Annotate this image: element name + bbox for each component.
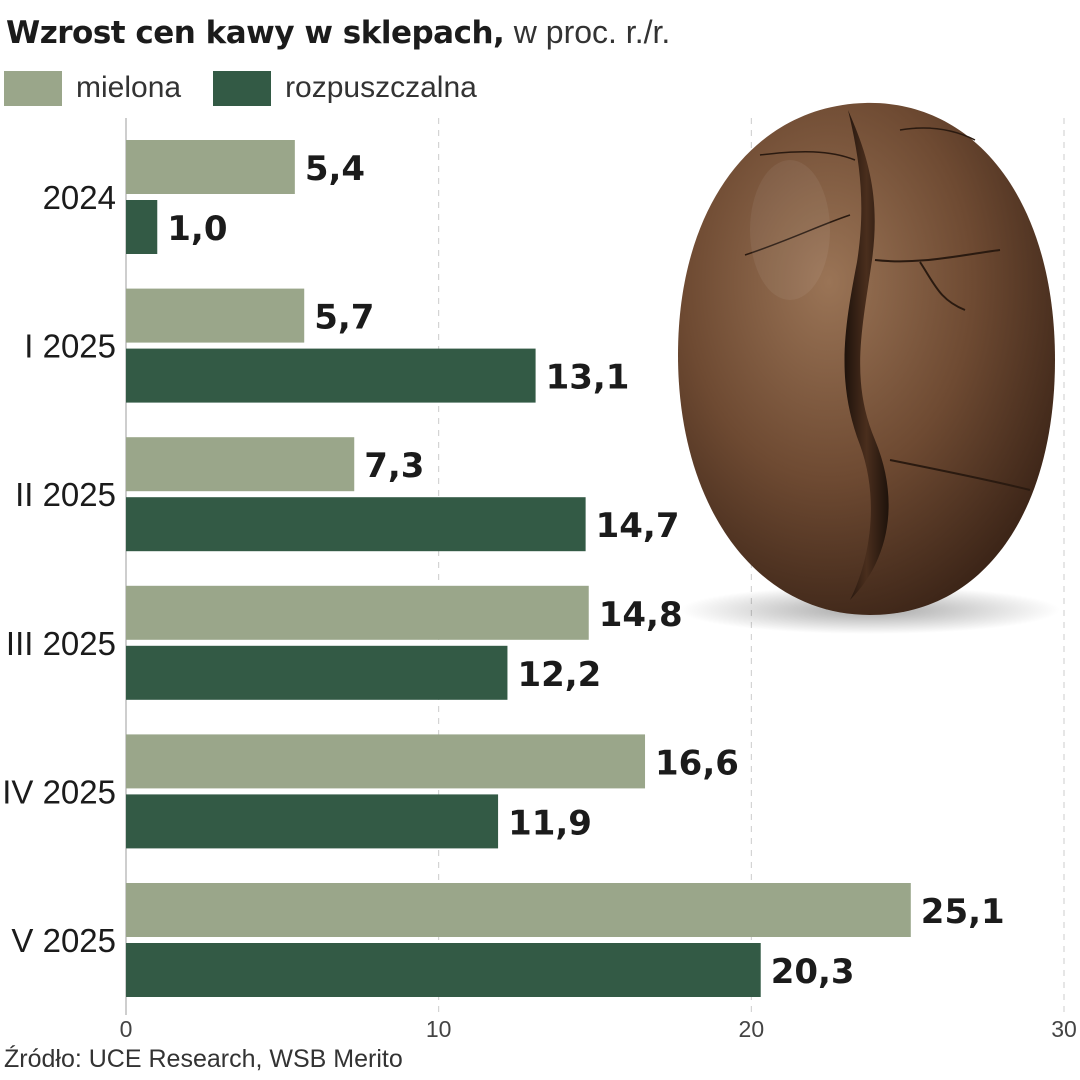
bar-rozpuszczalna-2: [126, 497, 586, 552]
bar-rozpuszczalna-0: [126, 200, 158, 254]
data-label-rozpuszczalna-3: 12,2: [517, 655, 601, 695]
data-label-mielona-0: 5,4: [305, 149, 365, 189]
category-label-1: I 2025: [24, 328, 116, 365]
category-label-4: IV 2025: [2, 773, 116, 810]
chart-title: Wzrost cen kawy w sklepach, w proc. r./r…: [6, 10, 670, 55]
source-note: Źródło: UCE Research, WSB Merito: [4, 1045, 403, 1073]
coffee-bean-crack-3: [889, 459, 1031, 491]
data-labels: 5,4 1,0 5,7 13,1 7,3 14,7 14,8 12,2 16,6 11,9 25,1…: [167, 149, 1004, 992]
category-label-3: III 2025: [6, 625, 116, 662]
chart-title-unit: w proc. r./r.: [513, 14, 671, 50]
data-label-mielona-1: 5,7: [314, 298, 374, 338]
category-label-2: II 2025: [15, 476, 116, 513]
coffee-bean-crack-2: [919, 261, 966, 311]
category-labels: 2024 I 2025 II 2025 III 2025 IV 2025 V 2025: [2, 179, 116, 959]
legend-label-mielona: mielona: [76, 71, 182, 104]
data-label-mielona-5: 25,1: [921, 892, 1005, 932]
x-tick-label-20: 20: [739, 1016, 765, 1042]
coffee-bean-crease: [844, 110, 889, 600]
bar-mielona-3: [126, 585, 589, 640]
coffee-bean-crack-6: [899, 127, 976, 141]
legend-item-rozpuszczalna: rozpuszczalna: [213, 70, 477, 106]
data-label-mielona-4: 16,6: [655, 743, 739, 783]
data-label-mielona-3: 14,8: [599, 595, 683, 635]
category-label-0: 2024: [43, 179, 116, 216]
x-tick-label-10: 10: [426, 1016, 452, 1042]
bar-mielona-4: [126, 734, 646, 789]
coffee-bean-crack-1: [874, 249, 1001, 263]
coffee-bean-body: [678, 102, 1055, 616]
data-label-mielona-2: 7,3: [364, 446, 424, 486]
legend-swatch-rozpuszczalna: [213, 70, 272, 106]
legend-swatch-mielona: [4, 70, 62, 106]
data-label-rozpuszczalna-1: 13,1: [546, 358, 630, 398]
legend-label-rozpuszczalna: rozpuszczalna: [285, 71, 477, 104]
legend: mielona rozpuszczalna: [4, 70, 509, 106]
bar-mielona-1: [126, 288, 305, 343]
bar-rozpuszczalna-1: [126, 348, 536, 403]
data-label-rozpuszczalna-5: 20,3: [771, 952, 855, 992]
category-label-5: V 2025: [11, 922, 116, 959]
coffee-bean-crack-5: [744, 214, 851, 256]
x-tick-label-30: 30: [1051, 1016, 1077, 1042]
bar-rozpuszczalna-3: [126, 645, 508, 700]
x-axis-ticks: 0 10 20 30: [120, 1016, 1077, 1042]
coffee-bean-image: [678, 102, 1060, 634]
legend-item-mielona: mielona: [4, 70, 182, 106]
data-label-rozpuszczalna-4: 11,9: [508, 803, 592, 843]
bar-mielona-5: [126, 883, 911, 937]
x-tick-label-0: 0: [120, 1016, 133, 1042]
coffee-bean-highlight: [750, 160, 830, 300]
bar-rozpuszczalna-4: [126, 794, 499, 849]
bar-mielona-0: [126, 140, 295, 194]
coffee-bean-crack-4: [759, 150, 856, 161]
bar-mielona-2: [126, 437, 355, 492]
bar-rozpuszczalna-5: [126, 943, 761, 997]
chart-title-main: Wzrost cen kawy w sklepach,: [6, 15, 505, 51]
data-label-rozpuszczalna-0: 1,0: [167, 209, 227, 249]
data-label-rozpuszczalna-2: 14,7: [596, 506, 680, 546]
bars: [126, 140, 911, 997]
